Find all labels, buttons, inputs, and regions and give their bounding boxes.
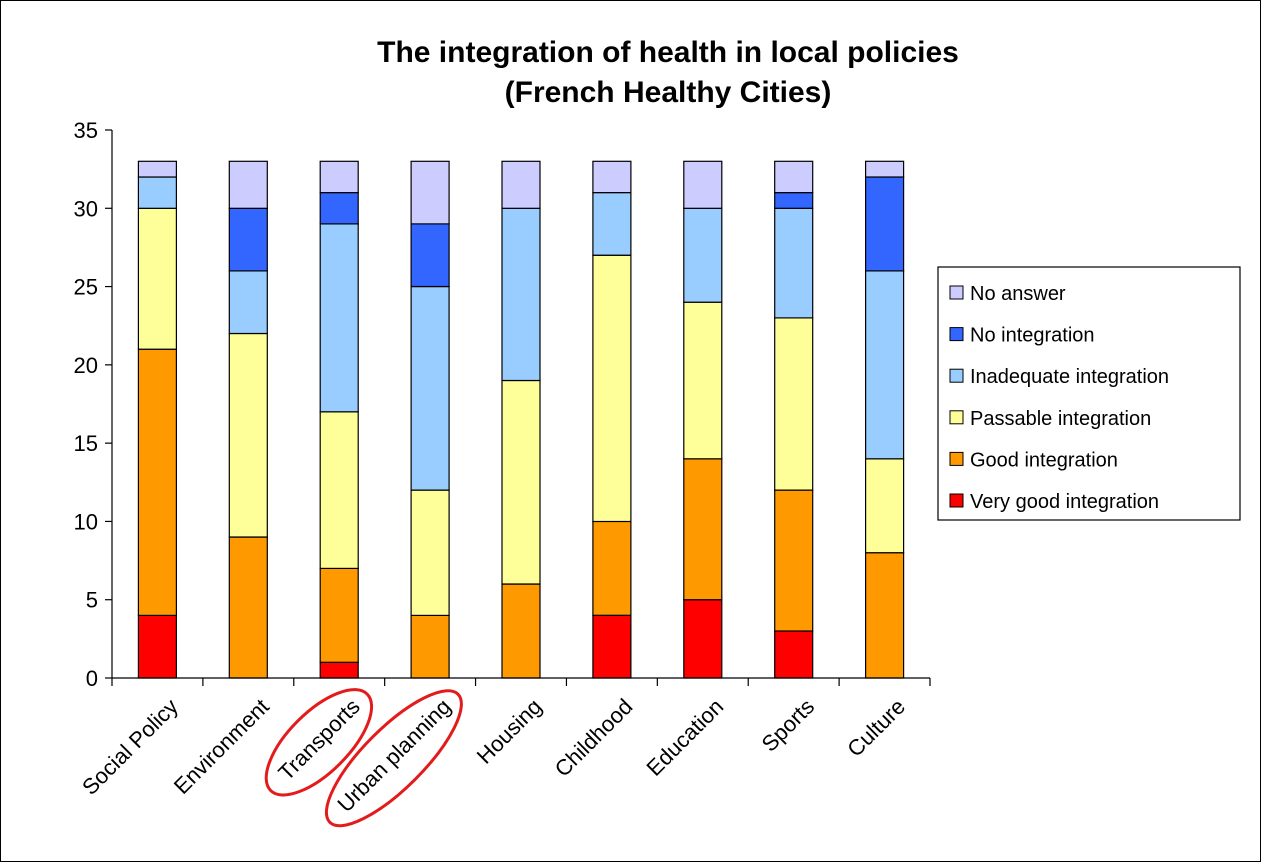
bar-culture-no-answer xyxy=(864,160,905,178)
bar-urban-planning-good-integration xyxy=(410,614,450,679)
bar-urban-planning-inadequate-integration xyxy=(410,286,450,491)
bar-transports-no-integration xyxy=(319,192,359,225)
bar-culture-no-integration xyxy=(864,176,905,272)
bar-sports-passable-integration xyxy=(774,317,814,491)
legend-label-no-integration: No integration xyxy=(970,325,1095,347)
bar-environment-no-answer xyxy=(228,160,268,209)
bar-culture-inadequate-integration xyxy=(864,270,905,460)
chart-title: The integration of health in local polic… xyxy=(377,36,959,69)
bar-sports-inadequate-integration xyxy=(774,207,814,319)
category-label-sports: Sports xyxy=(757,694,820,757)
bar-education-inadequate-integration xyxy=(683,207,723,303)
bar-social-policy-good-integration xyxy=(137,348,177,617)
bar-housing-no-answer xyxy=(501,160,541,209)
legend-swatch-inadequate-integration xyxy=(949,368,964,383)
legend-swatch-very-good-integration xyxy=(949,493,964,508)
legend-swatch-no-integration xyxy=(949,327,964,342)
legend-swatch-passable-integration xyxy=(949,410,964,425)
bar-transports-very-good-integration xyxy=(319,661,359,679)
bar-childhood-no-answer xyxy=(592,160,632,194)
legend-label-very-good-integration: Very good integration xyxy=(970,491,1159,513)
bar-sports-no-integration xyxy=(774,192,814,209)
y-tick-label: 5 xyxy=(86,588,98,613)
highlight-ellipses-layer xyxy=(264,688,463,828)
category-label-transports: Transports xyxy=(273,694,364,785)
bar-transports-good-integration xyxy=(319,567,359,663)
bars-layer xyxy=(137,160,905,679)
y-tick-label: 25 xyxy=(74,275,98,300)
category-label-education: Education xyxy=(641,694,728,781)
bar-transports-passable-integration xyxy=(319,411,359,569)
highlight-ellipse-urban-planning xyxy=(324,689,463,828)
bar-transports-no-answer xyxy=(319,160,359,194)
highlight-ellipse-transports xyxy=(264,688,374,797)
bar-social-policy-inadequate-integration xyxy=(137,176,177,209)
bar-education-passable-integration xyxy=(683,301,723,460)
y-tick-label: 15 xyxy=(74,431,98,456)
bar-culture-good-integration xyxy=(864,552,905,679)
category-label-environment: Environment xyxy=(169,694,274,799)
bar-childhood-very-good-integration xyxy=(592,614,632,679)
bar-social-policy-no-answer xyxy=(137,160,177,178)
category-label-culture: Culture xyxy=(842,694,910,762)
bar-education-very-good-integration xyxy=(683,599,723,679)
legend-swatch-good-integration xyxy=(949,451,964,466)
chart-subtitle: (French Healthy Cities) xyxy=(505,76,832,109)
category-label-social-policy: Social Policy xyxy=(77,694,183,800)
legend-label-no-answer: No answer xyxy=(970,283,1066,305)
y-tick-label: 35 xyxy=(74,118,98,143)
bar-culture-passable-integration xyxy=(864,458,905,554)
axes-layer xyxy=(111,130,931,686)
bar-childhood-inadequate-integration xyxy=(592,192,632,256)
y-tick-label: 0 xyxy=(86,666,98,691)
legend-label-passable-integration: Passable integration xyxy=(970,408,1151,430)
bar-social-policy-very-good-integration xyxy=(137,614,177,679)
bar-sports-very-good-integration xyxy=(774,630,814,679)
category-label-housing: Housing xyxy=(472,694,547,769)
legend: No answer No integration Inadequate integr… xyxy=(937,266,1241,521)
bar-housing-passable-integration xyxy=(501,379,541,585)
legend-label-inadequate-integration: Inadequate integration xyxy=(970,366,1169,388)
category-label-childhood: Childhood xyxy=(550,694,638,782)
y-tick-label: 30 xyxy=(74,196,98,221)
bar-urban-planning-no-answer xyxy=(410,160,450,225)
bar-environment-no-integration xyxy=(228,207,268,272)
bar-environment-passable-integration xyxy=(228,332,268,538)
bar-urban-planning-passable-integration xyxy=(410,489,450,617)
legend-swatch-no-answer xyxy=(949,285,964,300)
legend-box xyxy=(937,266,1241,521)
bar-education-good-integration xyxy=(683,458,723,601)
bar-social-policy-passable-integration xyxy=(137,207,177,350)
bar-transports-inadequate-integration xyxy=(319,223,359,413)
bar-sports-no-answer xyxy=(774,160,814,194)
bar-childhood-good-integration xyxy=(592,520,632,616)
y-tick-label: 10 xyxy=(74,509,98,534)
legend-label-good-integration: Good integration xyxy=(970,449,1118,471)
bar-childhood-passable-integration xyxy=(592,254,632,523)
bar-environment-good-integration xyxy=(228,536,268,679)
y-ticks-layer: 0 5 10 15 20 25 30 35 xyxy=(74,118,112,691)
bar-environment-inadequate-integration xyxy=(228,270,268,335)
bar-housing-good-integration xyxy=(501,583,541,679)
y-tick-label: 20 xyxy=(74,353,98,378)
bar-sports-good-integration xyxy=(774,489,814,632)
bar-urban-planning-no-integration xyxy=(410,223,450,288)
bar-housing-inadequate-integration xyxy=(501,207,541,382)
bar-education-no-answer xyxy=(683,160,723,209)
